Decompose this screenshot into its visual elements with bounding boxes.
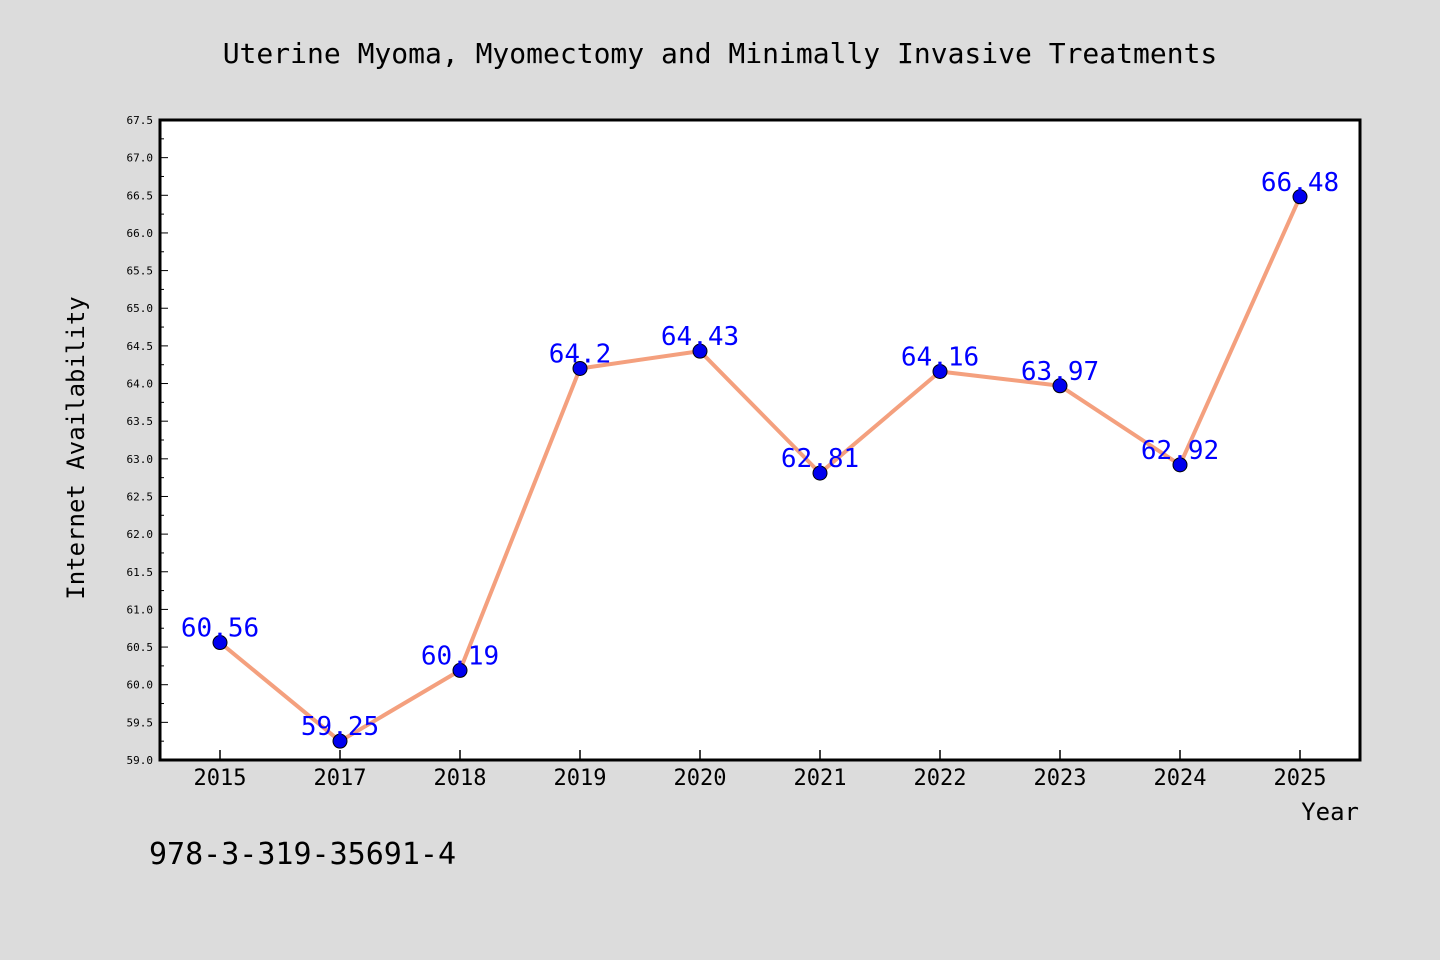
data-label: 64.2: [549, 339, 612, 369]
data-label: 64.16: [901, 342, 979, 372]
data-point: [332, 733, 348, 749]
data-point: [1292, 189, 1308, 205]
series-line: [218, 194, 1302, 744]
plot-frame: [158, 118, 1362, 762]
data-label: 59.25: [301, 712, 379, 742]
data-point: [932, 363, 948, 379]
x-axis-title: Year: [1301, 798, 1359, 826]
y-axis-title: Internet Availability: [62, 296, 90, 599]
x-tick-label: 2023: [1034, 766, 1087, 791]
data-label: 60.19: [421, 641, 499, 671]
y-tick-label: 60.5: [127, 641, 154, 654]
data-point: [1172, 457, 1188, 473]
data-label: 62.92: [1141, 436, 1219, 466]
series-layer: 60.56 59.25 60.19 64.2 64.43 62.81 64.16 63.97 6…: [181, 168, 1339, 749]
chart-title: Uterine Myoma, Myomectomy and Minimally …: [223, 37, 1218, 70]
data-point: [812, 465, 828, 481]
y-tick-label: 66.0: [127, 227, 154, 240]
x-tick-label: 2021: [794, 766, 847, 791]
data-label: 64.43: [661, 322, 739, 352]
y-tick-label: 63.0: [127, 453, 154, 466]
data-point: [692, 343, 708, 359]
y-axis: 59.0 59.5 60.0 60.5 61.0 61.5 62.0 62.5 63.0 63.5…: [127, 114, 168, 767]
y-tick-label: 67.5: [127, 114, 154, 127]
y-tick-label: 61.0: [127, 603, 154, 616]
y-tick-label: 62.5: [127, 490, 154, 503]
x-tick-label: 2019: [554, 766, 607, 791]
x-axis: 2015 2017 2018 2019 2020 2021 2022 2023 2024 2025: [194, 750, 1327, 791]
x-tick-label: 2018: [434, 766, 487, 791]
y-tick-label: 59.0: [127, 754, 154, 767]
y-tick-label: 60.0: [127, 679, 154, 692]
y-tick-label: 64.5: [127, 340, 154, 353]
x-tick-label: 2022: [914, 766, 967, 791]
y-tick-label: 63.5: [127, 415, 154, 428]
data-point: [1052, 378, 1068, 394]
footer-code: 978-3-319-35691-4: [149, 837, 456, 872]
y-tick-label: 64.0: [127, 378, 154, 391]
data-label: 66.48: [1261, 168, 1339, 198]
data-label: 63.97: [1021, 357, 1099, 387]
data-point: [572, 360, 588, 376]
x-tick-label: 2015: [194, 766, 247, 791]
plot-area: [160, 120, 1360, 760]
y-tick-label: 59.5: [127, 716, 154, 729]
y-tick-label: 65.5: [127, 265, 154, 278]
x-tick-label: 2017: [314, 766, 367, 791]
x-tick-label: 2024: [1154, 766, 1207, 791]
data-label: 62.81: [781, 444, 859, 474]
x-tick-label: 2020: [674, 766, 727, 791]
y-tick-label: 66.5: [127, 189, 154, 202]
data-point: [212, 635, 228, 651]
y-tick-label: 67.0: [127, 152, 154, 165]
data-label: 60.56: [181, 614, 259, 644]
x-tick-label: 2025: [1274, 766, 1327, 791]
y-tick-label: 61.5: [127, 566, 154, 579]
y-tick-label: 65.0: [127, 302, 154, 315]
y-tick-label: 62.0: [127, 528, 154, 541]
data-point: [452, 662, 468, 678]
